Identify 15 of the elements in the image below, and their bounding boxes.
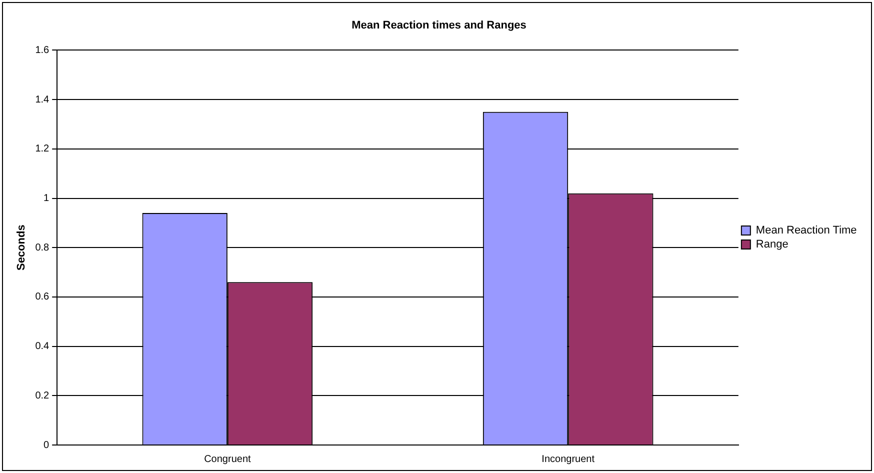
chart-title: Mean Reaction times and Ranges — [352, 20, 526, 32]
legend-label: Range — [756, 238, 788, 251]
y-tick-label: 1.2 — [35, 144, 50, 155]
y-tick-label: 1.4 — [35, 94, 50, 106]
y-tick-label: 0 — [44, 440, 50, 451]
legend-label: Mean Reaction Time — [756, 224, 857, 237]
y-tick-label: 1.6 — [35, 44, 50, 56]
x-tick-label: Congruent — [204, 454, 251, 465]
y-tick-label: 0.6 — [35, 292, 50, 303]
y-tick-label: 0.2 — [35, 390, 50, 402]
y-tick-label: 0.8 — [35, 242, 50, 254]
x-tick-label: Incongruent — [542, 454, 595, 465]
y-tick-label: 0.4 — [35, 341, 50, 352]
y-axis-title: Seconds — [16, 224, 28, 271]
y-tick-label: 1 — [44, 193, 50, 204]
